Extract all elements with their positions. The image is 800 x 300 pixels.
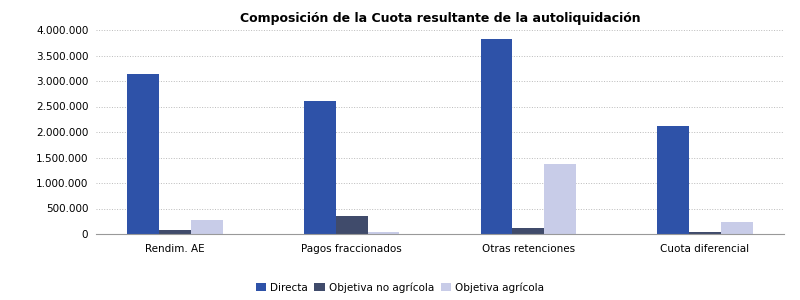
Bar (304, 101, 336, 234)
Bar (689, 232, 721, 234)
Bar (336, 216, 367, 234)
Title: Composición de la Cuota resultante de la autoliquidación: Composición de la Cuota resultante de la… (240, 12, 640, 25)
Bar (367, 232, 399, 234)
Bar (721, 222, 753, 234)
Bar (658, 126, 689, 234)
Legend: Directa, Objetiva no agrícola, Objetiva agrícola: Directa, Objetiva no agrícola, Objetiva … (254, 280, 546, 295)
Bar (191, 220, 222, 234)
Bar (513, 228, 544, 234)
Bar (159, 230, 191, 234)
Bar (127, 74, 159, 234)
Bar (544, 164, 576, 234)
Bar (481, 39, 513, 234)
